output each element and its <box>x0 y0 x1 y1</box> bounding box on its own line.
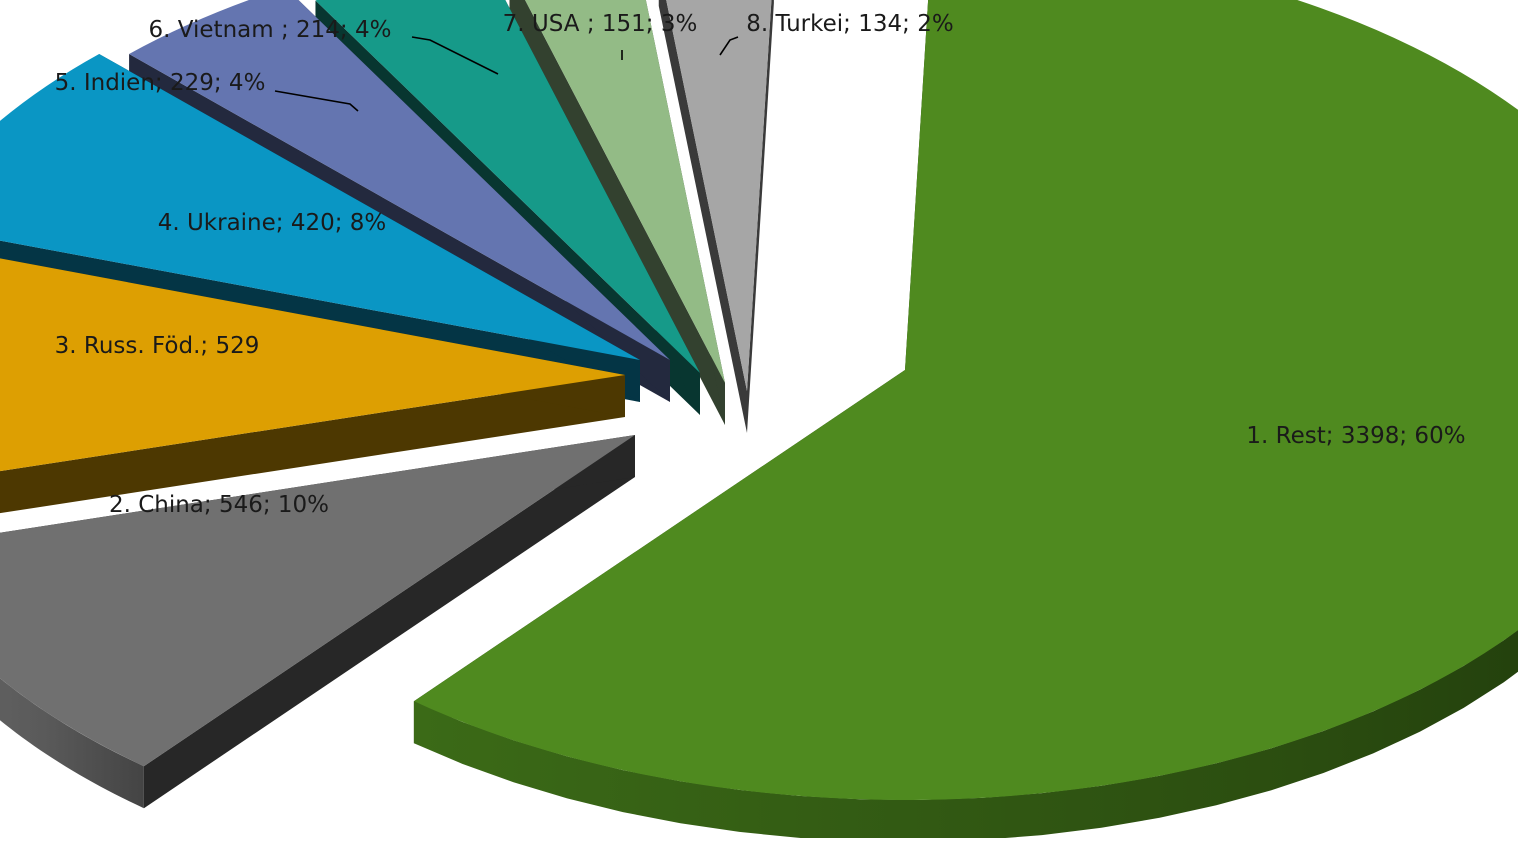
slice-top-7-usa <box>525 0 725 383</box>
slice-top-5-indien <box>129 0 670 360</box>
slice-wall-2-china <box>0 678 144 809</box>
slice-top-4-ukraine <box>0 53 640 360</box>
slice-2-china <box>0 435 636 809</box>
slice-side-face-8-turkei <box>747 0 774 433</box>
slice-top-2-china <box>0 435 635 767</box>
data-label-5-indien: 5. Indien; 229; 4% <box>55 70 266 96</box>
leader-line-8-turkei <box>719 36 739 56</box>
data-label-7-usa: 7. USA ; 151; 3% <box>503 11 698 37</box>
data-label-2-china: 2. China; 546; 10% <box>109 492 329 518</box>
slice-8-turkei <box>658 0 774 433</box>
labels-layer: 1. Rest; 3398; 60% 2. China; 546; 10% 3. R… <box>55 11 1466 518</box>
slice-top-6-vietnam <box>315 0 700 373</box>
slice-wall-1-rest <box>413 629 1518 842</box>
slice-side-face-3-russ-f-d <box>0 375 625 514</box>
slice-top-3-russ-f-d <box>0 258 625 472</box>
slice-1-rest <box>413 0 1518 842</box>
slice-side-face-2-china <box>143 435 636 809</box>
slice-top-8-turkei <box>666 0 772 391</box>
leader-line-5-indien <box>274 90 359 112</box>
data-label-4-ukraine: 4. Ukraine; 420; 8% <box>158 210 387 236</box>
data-label-3-russ-f-d: 3. Russ. Föd.; 529 <box>55 333 260 359</box>
leader-line-6-vietnam <box>411 36 499 75</box>
data-label-1-rest: 1. Rest; 3398; 60% <box>1246 423 1465 449</box>
leader-lines-layer <box>274 36 739 112</box>
slice-3-russ-f-d <box>0 258 625 514</box>
data-label-6-vietnam: 6. Vietnam ; 214; 4% <box>149 17 392 43</box>
data-label-8-turkei: 8. Turkei; 134; 2% <box>746 11 953 37</box>
slice-side-face-8-turkei <box>658 0 747 433</box>
slice-top-1-rest <box>413 0 1518 800</box>
